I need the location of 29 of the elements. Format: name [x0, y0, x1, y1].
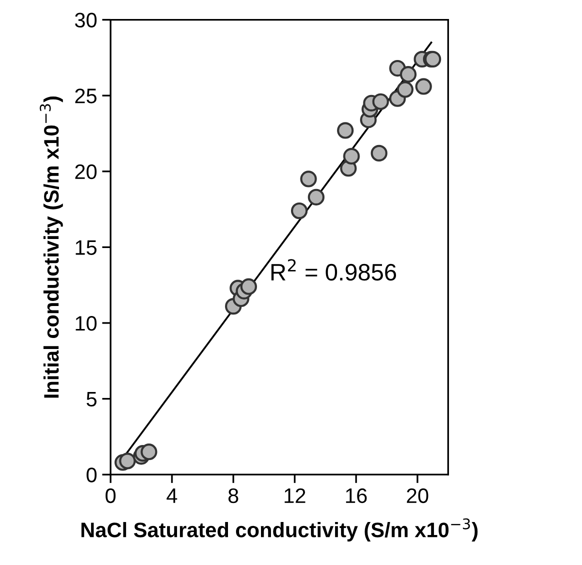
y-tick-label: 0 [86, 468, 97, 482]
y-tick-label: 30 [75, 12, 97, 28]
x-tick-label: 20 [406, 488, 428, 504]
point [240, 278, 257, 295]
x-tick-label: 12 [284, 488, 306, 503]
y-tick-label: 20 [75, 164, 97, 180]
point [308, 188, 325, 206]
point [415, 78, 432, 95]
x-tick-label: 16 [346, 488, 367, 504]
point [396, 81, 414, 98]
point [140, 444, 158, 460]
y-tick-label: 15 [76, 240, 97, 255]
point [343, 148, 360, 165]
x-tick-label: 4 [166, 488, 178, 503]
point [400, 66, 417, 83]
point [119, 452, 136, 470]
annotation: R$^{2}$ = 0.9856 [271, 259, 396, 281]
y-tick-label: 25 [75, 88, 97, 104]
x-axis-title: NaCl Saturated conductivity (S/m x10$^{−3}$) [81, 518, 478, 542]
point [300, 170, 317, 188]
y-axis-title: Initial conductivity (S/m x10$^{−3}$) [40, 96, 63, 398]
x-tick-label: 0 [106, 488, 116, 504]
point [290, 202, 308, 220]
point [372, 93, 389, 110]
x-tick-label: 8 [228, 488, 238, 504]
y-tick-label: 10 [76, 316, 97, 331]
point [370, 144, 388, 162]
y-tick-label: 5 [86, 392, 97, 407]
point [337, 122, 354, 139]
